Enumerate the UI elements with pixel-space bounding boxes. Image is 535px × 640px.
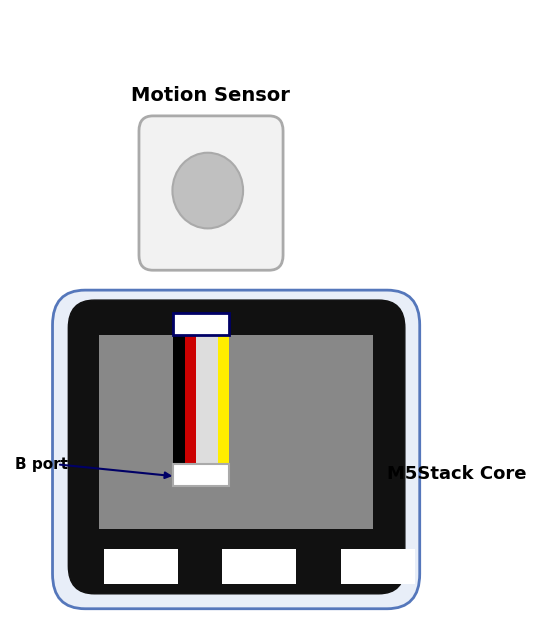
Bar: [218, 335, 229, 465]
FancyBboxPatch shape: [139, 116, 283, 270]
Bar: [173, 465, 229, 486]
Bar: [173, 335, 185, 465]
Text: Motion Sensor: Motion Sensor: [131, 86, 290, 106]
Bar: [341, 549, 415, 584]
Bar: [99, 335, 373, 529]
Bar: [196, 335, 207, 465]
Circle shape: [172, 153, 243, 228]
Bar: [207, 335, 218, 465]
FancyBboxPatch shape: [68, 300, 405, 594]
Bar: [185, 335, 196, 465]
Bar: [221, 549, 296, 584]
Text: B port: B port: [16, 457, 68, 472]
Bar: [104, 549, 178, 584]
FancyBboxPatch shape: [52, 290, 420, 609]
Text: M5Stack Core: M5Stack Core: [387, 465, 526, 483]
Bar: [173, 313, 229, 335]
